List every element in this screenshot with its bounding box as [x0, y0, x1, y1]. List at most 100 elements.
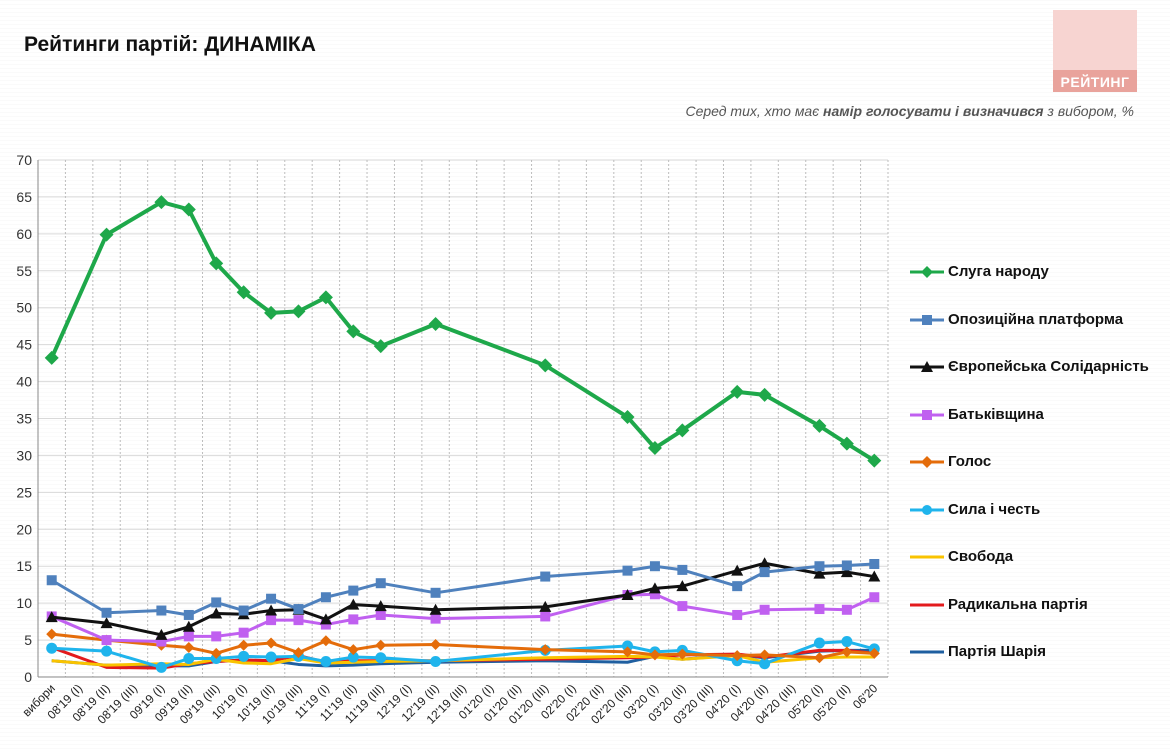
y-tick-label: 5	[24, 632, 32, 648]
data-point	[264, 305, 279, 320]
data-point	[44, 350, 59, 365]
data-point	[730, 384, 745, 399]
data-point	[732, 609, 743, 620]
data-point	[236, 285, 251, 300]
data-point	[155, 661, 167, 673]
data-point	[156, 636, 167, 647]
logo-band	[1053, 70, 1137, 92]
data-point	[540, 571, 551, 582]
data-point	[759, 567, 770, 578]
logo-text: РЕЙТИНГ	[1060, 74, 1130, 90]
data-point	[320, 655, 332, 667]
data-point	[45, 611, 58, 623]
data-point	[320, 592, 331, 603]
y-tick-label: 40	[16, 374, 32, 390]
data-point	[622, 565, 633, 576]
data-point	[238, 627, 249, 638]
data-point	[812, 418, 827, 433]
data-point	[539, 644, 551, 656]
data-point	[46, 575, 57, 586]
data-point	[430, 587, 441, 598]
legend-label: Сила і честь	[948, 500, 1041, 518]
data-point	[814, 604, 825, 615]
y-tick-label: 55	[16, 263, 32, 279]
data-point	[183, 631, 194, 642]
legend-swatch	[910, 361, 944, 372]
data-point	[677, 564, 688, 575]
data-point	[841, 636, 853, 648]
data-point	[183, 653, 195, 665]
y-tick-label: 10	[16, 595, 32, 611]
x-tick-label: 06'20	[850, 681, 881, 712]
data-point	[841, 560, 852, 571]
data-point	[732, 581, 743, 592]
data-point	[211, 597, 222, 608]
y-tick-label: 35	[16, 411, 32, 427]
data-point	[183, 609, 194, 620]
data-point	[430, 655, 442, 667]
data-point	[622, 646, 634, 658]
data-point	[759, 649, 771, 661]
data-point	[430, 613, 441, 624]
y-tick-label: 20	[16, 521, 32, 537]
data-point	[293, 615, 304, 626]
data-point	[100, 617, 113, 629]
data-point	[238, 639, 250, 651]
data-point	[347, 644, 359, 656]
data-point	[757, 387, 772, 402]
data-point	[430, 639, 442, 651]
data-point	[210, 647, 222, 659]
y-tick-label: 25	[16, 484, 32, 500]
data-point	[156, 605, 167, 616]
data-point	[266, 615, 277, 626]
data-point	[647, 441, 662, 456]
subtitle-bold: намір голосувати і визначився	[823, 103, 1044, 119]
legend-swatch	[910, 555, 944, 559]
data-point	[813, 637, 825, 649]
data-point	[841, 604, 852, 615]
data-point	[265, 651, 277, 663]
y-tick-label: 65	[16, 189, 32, 205]
data-point	[813, 567, 826, 579]
legend-swatch	[910, 603, 944, 606]
y-tick-label: 0	[24, 669, 32, 685]
legend-label: Голос	[948, 453, 992, 470]
data-point	[375, 639, 387, 651]
data-point	[675, 423, 690, 438]
data-point	[291, 304, 306, 319]
legend-swatch	[910, 456, 944, 468]
data-point	[759, 604, 770, 615]
data-point	[346, 324, 361, 339]
data-point	[318, 290, 333, 305]
data-point	[209, 256, 224, 271]
data-point	[182, 620, 195, 632]
legend-label: Європейська Солідарність	[948, 358, 1149, 375]
data-point	[429, 603, 442, 615]
legend-label: Радикальна партія	[948, 595, 1088, 613]
legend-label: Опозиційна платформа	[948, 310, 1124, 328]
legend-swatch	[910, 266, 944, 278]
data-point	[99, 227, 114, 242]
data-point	[814, 561, 825, 572]
legend-swatch	[910, 650, 944, 654]
data-point	[373, 339, 388, 354]
data-point	[238, 650, 250, 662]
data-point	[620, 410, 635, 425]
data-point	[869, 592, 880, 603]
data-point	[46, 642, 58, 654]
data-point	[101, 635, 112, 646]
y-tick-label: 50	[16, 300, 32, 316]
data-point	[238, 605, 249, 616]
data-point	[538, 358, 553, 373]
y-tick-label: 45	[16, 337, 32, 353]
data-point	[348, 614, 359, 625]
data-point	[210, 607, 223, 619]
data-point	[183, 641, 195, 653]
data-point	[375, 609, 386, 620]
subtitle-pre: Серед тих, хто має	[685, 103, 824, 119]
data-point	[868, 570, 881, 582]
y-tick-label: 15	[16, 558, 32, 574]
data-point	[868, 647, 880, 659]
data-point	[292, 647, 304, 659]
